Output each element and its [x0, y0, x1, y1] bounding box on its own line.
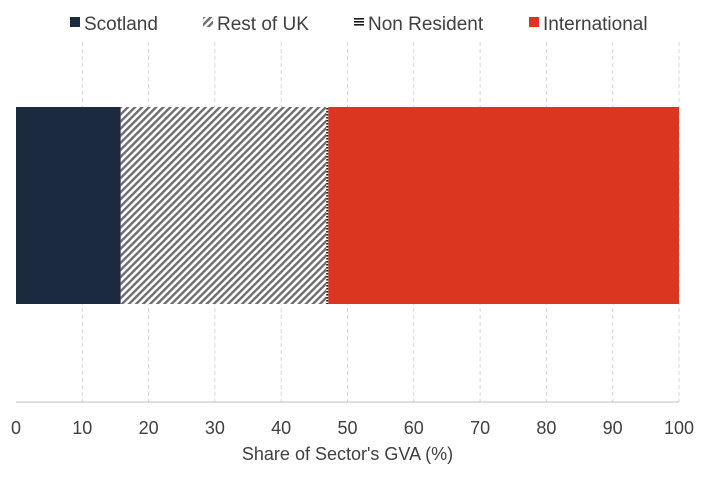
gridlines — [81, 42, 680, 402]
legend-swatch-international — [529, 17, 539, 27]
x-tick-label-50: 50 — [337, 418, 357, 438]
legend-swatch-non-resident — [354, 17, 364, 27]
bar-segment-rest-of-uk — [120, 107, 327, 304]
x-axis-title: Share of Sector's GVA (%) — [242, 444, 453, 464]
legend-label-international: International — [543, 14, 648, 35]
legend-item-non-resident: Non Resident — [354, 14, 484, 35]
bar-segment-scotland — [16, 107, 121, 304]
legend-label-scotland: Scotland — [84, 14, 158, 35]
x-tick-label-80: 80 — [536, 418, 556, 438]
x-tick-label-90: 90 — [603, 418, 623, 438]
bars — [16, 107, 679, 304]
bar-segment-non-resident — [326, 107, 329, 304]
bar-segment-international — [328, 107, 679, 304]
x-tick-label-70: 70 — [470, 418, 490, 438]
legend-swatch-rest-of-uk — [203, 17, 213, 27]
legend: Scotland Rest of UK Non Resident Internatio… — [70, 14, 648, 35]
x-tick-label-60: 60 — [404, 418, 424, 438]
legend-item-rest-of-uk: Rest of UK — [203, 14, 309, 35]
x-axis-ticks: 0 10 20 30 40 50 60 70 80 90 100 — [11, 418, 694, 438]
legend-label-non-resident: Non Resident — [368, 14, 484, 35]
x-tick-label-100: 100 — [664, 418, 694, 438]
legend-label-rest-of-uk: Rest of UK — [217, 14, 309, 35]
legend-swatch-scotland — [70, 17, 80, 27]
x-tick-label-40: 40 — [271, 418, 291, 438]
x-tick-label-0: 0 — [11, 418, 21, 438]
x-tick-label-20: 20 — [139, 418, 159, 438]
legend-item-international: International — [529, 14, 648, 35]
legend-item-scotland: Scotland — [70, 14, 158, 35]
x-tick-label-30: 30 — [205, 418, 225, 438]
x-tick-label-10: 10 — [72, 418, 92, 438]
